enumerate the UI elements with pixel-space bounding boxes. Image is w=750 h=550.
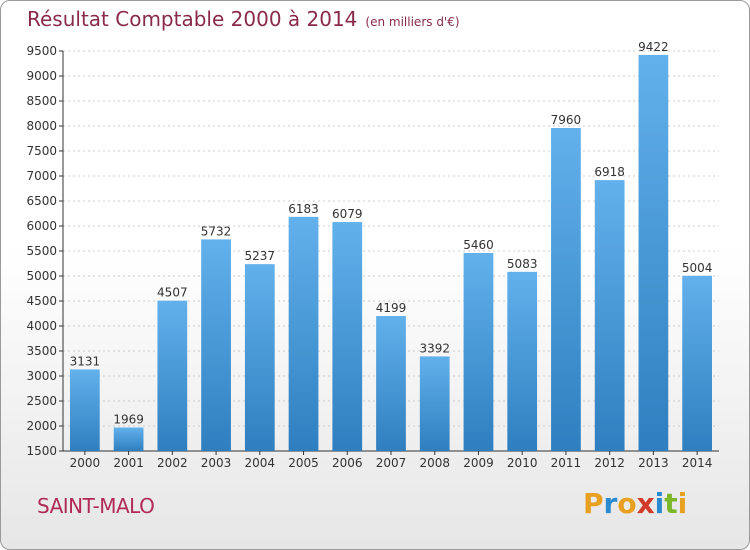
y-tick-label: 2000 — [26, 419, 57, 433]
bar-2013 — [638, 54, 669, 452]
x-tick-label: 2006 — [332, 456, 363, 470]
bar-2002 — [157, 300, 188, 451]
y-tick-label: 6500 — [26, 194, 57, 208]
logo-letter: i — [677, 487, 688, 520]
x-tick-label: 2005 — [288, 456, 319, 470]
bar-value-label: 5237 — [245, 249, 276, 263]
y-tick-label: 8500 — [26, 94, 57, 108]
logo-letter: x — [636, 487, 655, 520]
y-tick-label: 9000 — [26, 69, 57, 83]
bar-2014 — [682, 275, 713, 451]
bar-value-label: 4199 — [376, 301, 407, 315]
x-tick-label: 2003 — [201, 456, 232, 470]
y-tick-label: 7000 — [26, 169, 57, 183]
bar-value-label: 6918 — [594, 165, 625, 179]
bar-2008 — [419, 356, 450, 451]
y-tick-label: 2500 — [26, 394, 57, 408]
x-tick-label: 2008 — [419, 456, 450, 470]
x-tick-label: 2010 — [507, 456, 538, 470]
x-tick-label: 2002 — [157, 456, 188, 470]
x-tick-label: 2000 — [70, 456, 101, 470]
chart-title-text: Résultat Comptable 2000 à 2014 — [27, 7, 358, 31]
x-tick-label: 2011 — [551, 456, 582, 470]
y-tick-label: 4000 — [26, 319, 57, 333]
x-tick-label: 2007 — [376, 456, 407, 470]
bar-value-label: 3392 — [419, 341, 450, 355]
logo-letter: t — [664, 487, 678, 520]
x-tick-label: 2004 — [245, 456, 276, 470]
bar-2003 — [201, 239, 231, 451]
y-tick-label: 3500 — [26, 344, 57, 358]
x-tick-label: 2012 — [594, 456, 625, 470]
bar-value-label: 9422 — [638, 40, 669, 54]
bar-value-label: 4507 — [157, 286, 188, 300]
bar-2005 — [288, 216, 319, 451]
bar-2004 — [244, 264, 275, 451]
logo-letter: P — [583, 487, 604, 520]
y-tick-label: 9500 — [26, 44, 57, 58]
bar-value-label: 3131 — [70, 354, 101, 368]
logo-letter: o — [617, 487, 637, 520]
bar-2006 — [332, 222, 363, 451]
proxiti-logo: Proxiti — [583, 487, 687, 520]
bar-2000 — [69, 369, 100, 451]
x-tick-label: 2001 — [113, 456, 144, 470]
y-tick-label: 5000 — [26, 269, 57, 283]
y-tick-label: 6000 — [26, 219, 57, 233]
bar-value-label: 1969 — [113, 413, 144, 427]
x-tick-label: 2014 — [682, 456, 713, 470]
bar-value-label: 7960 — [551, 113, 582, 127]
bar-value-label: 5732 — [201, 224, 232, 238]
bar-2007 — [376, 316, 406, 451]
y-tick-label: 3000 — [26, 369, 57, 383]
logo-letter: i — [654, 487, 665, 520]
bar-2011 — [551, 128, 581, 451]
y-tick-label: 7500 — [26, 144, 57, 158]
y-tick-label: 5500 — [26, 244, 57, 258]
location-label: SAINT-MALO — [37, 494, 155, 518]
bar-value-label: 5083 — [507, 257, 538, 271]
logo-letter: r — [603, 487, 618, 520]
bar-2012 — [594, 180, 625, 451]
x-tick-label: 2009 — [463, 456, 494, 470]
bar-value-label: 5004 — [682, 261, 713, 275]
y-tick-label: 1500 — [26, 444, 57, 458]
x-tick-label: 2013 — [638, 456, 669, 470]
bar-2001 — [113, 427, 144, 451]
bar-2009 — [463, 253, 494, 451]
bar-value-label: 6183 — [288, 202, 319, 216]
y-tick-label: 4500 — [26, 294, 57, 308]
bar-value-label: 6079 — [332, 207, 363, 221]
chart-title: Résultat Comptable 2000 à 2014 (en millie… — [27, 7, 460, 31]
y-tick-label: 8000 — [26, 119, 57, 133]
bar-value-label: 5460 — [463, 238, 494, 252]
chart-subtitle: (en milliers d'€) — [365, 15, 460, 29]
bar-2010 — [507, 271, 538, 451]
